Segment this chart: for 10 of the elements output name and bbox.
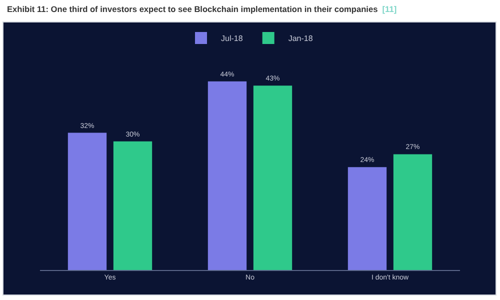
text: [11] xyxy=(382,4,397,14)
bar xyxy=(348,167,387,270)
bar xyxy=(208,81,247,270)
bar xyxy=(68,132,107,270)
chart-title: Exhibit 11: One third of investors expect to see Blockchain implementation in their companies xyxy=(7,4,378,14)
bar xyxy=(393,154,432,270)
bar xyxy=(253,86,292,270)
legend-label: Jul-18 xyxy=(221,34,244,44)
legend-label: Jan-18 xyxy=(288,34,314,44)
bar xyxy=(113,141,152,270)
